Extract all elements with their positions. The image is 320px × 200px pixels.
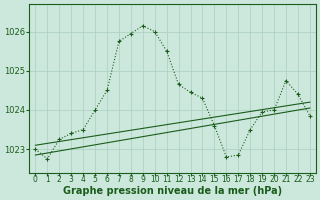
X-axis label: Graphe pression niveau de la mer (hPa): Graphe pression niveau de la mer (hPa)	[63, 186, 282, 196]
